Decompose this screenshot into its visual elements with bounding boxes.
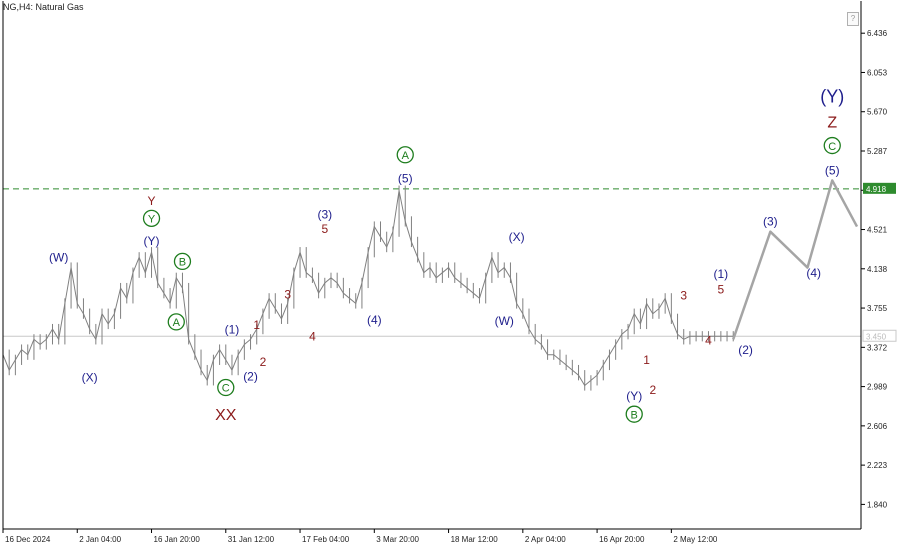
wave-label: 1 [253,318,260,332]
wave-label: 1 [643,353,650,367]
wave-label: (5) [398,172,413,186]
info-button[interactable]: ? [847,12,859,26]
wave-label-circle [142,209,161,228]
wave-label: C [222,383,230,395]
wave-label: (Y) [820,87,844,107]
chart-title: NG,H4: Natural Gas [3,2,84,12]
wave-label: (3) [763,215,778,229]
wave-label: B [631,409,638,421]
wave-label-circle [173,252,192,271]
wave-label: (1) [714,267,729,281]
wave-label: (5) [825,163,840,177]
x-tick-label: 16 Apr 20:00 [599,535,645,544]
wave-label: 5 [321,222,328,236]
wave-label: 2 [649,383,656,397]
x-tick-label: 2 May 12:00 [673,535,718,544]
wave-label: 2 [260,355,267,369]
y-tick-label: 6.436 [867,29,888,38]
x-tick-label: 18 Mar 12:00 [451,535,499,544]
wave-label: (Y) [626,389,642,403]
wave-label: C [828,141,836,153]
wave-label: (3) [317,207,332,221]
wave-label: (W) [49,251,68,265]
x-tick-label: 2 Apr 04:00 [525,535,566,544]
wave-label: Y [148,194,156,208]
wave-label-circle [625,405,643,423]
wave-label: 3 [284,287,291,301]
wave-label: A [402,150,410,162]
wave-label: (X) [82,370,98,384]
wave-label: 5 [718,282,725,296]
x-tick-label: 3 Mar 20:00 [376,535,419,544]
y-tick-label: 1.840 [867,500,888,509]
resistance-price-box [863,182,896,194]
y-tick-label: 2.223 [867,461,888,470]
wave-label: B [179,257,186,269]
wave-label: 4 [309,329,316,343]
y-tick-label: 5.670 [867,108,888,117]
wave-label: (1) [225,322,240,336]
y-tick-label: 3.372 [867,343,888,352]
wave-label: 4 [705,334,712,348]
y-tick-label: 6.053 [867,68,888,77]
x-tick-label: 2 Jan 04:00 [79,535,121,544]
wave-label-circle [167,313,185,331]
projection-path [732,179,859,340]
wave-label: (2) [243,369,258,383]
wave-label-circle [823,136,841,155]
resistance-price-label: 4.918 [866,185,887,194]
wave-label: Y [148,214,156,226]
wave-label: A [173,317,181,329]
x-tick-label: 31 Jan 12:00 [228,535,275,544]
wave-label: (Y) [144,234,160,248]
y-tick-label: 4.138 [867,265,888,274]
current-price-box [862,329,897,342]
instrument-name: Natural Gas [35,2,84,12]
y-tick-label: 2.606 [867,422,888,431]
wave-label: (W) [495,314,514,328]
y-tick-label: 5.287 [867,147,888,156]
wave-label: (4) [806,266,821,280]
wave-label: (X) [509,230,525,244]
plot-area [2,185,861,391]
x-tick-label: 17 Feb 04:00 [302,535,350,544]
wave-label: Z [827,115,837,132]
y-tick-label: 2.989 [867,383,888,392]
y-tick-label: 3.755 [867,304,888,313]
symbol-timeframe: NG,H4: [3,2,34,12]
wave-label: (2) [738,343,753,357]
wave-label: 3 [680,288,687,302]
wave-label: XX [215,407,237,424]
wave-label: (4) [367,313,382,327]
projection-layer [732,179,859,340]
price-line [2,190,734,387]
y-tick-label: 4.521 [867,226,888,235]
current-price-label: 3.450 [866,332,887,341]
wave-label-circle [217,378,235,397]
x-tick-label: 16 Jan 20:00 [154,535,201,544]
wave-label-circle [396,146,414,164]
x-tick-label: 16 Dec 2024 [5,535,51,544]
